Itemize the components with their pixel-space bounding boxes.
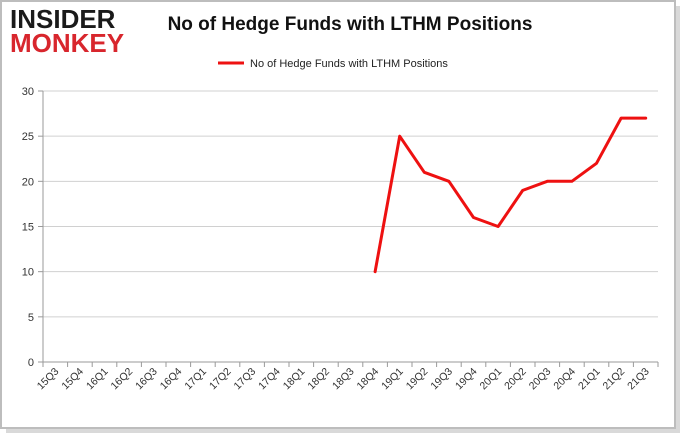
logo-line1: INSIDER — [10, 4, 116, 34]
x-tick-label-18Q3: 18Q3 — [330, 366, 357, 393]
x-tick-label-17Q4: 17Q4 — [256, 366, 283, 393]
frame-shadow-bottom — [6, 429, 680, 433]
frame-shadow-right — [676, 6, 680, 433]
x-tick-label-20Q4: 20Q4 — [551, 366, 578, 393]
data-point-19Q3 — [447, 180, 451, 183]
x-tick-label-21Q1: 21Q1 — [576, 366, 603, 393]
x-tick-label-20Q3: 20Q3 — [527, 366, 554, 393]
data-point-20Q3 — [546, 180, 549, 183]
data-point-20Q4 — [570, 180, 574, 183]
x-tick-label-15Q4: 15Q4 — [59, 366, 86, 393]
x-tick-label-20Q1: 20Q1 — [478, 366, 505, 393]
x-tick-label-17Q3: 17Q3 — [232, 366, 259, 393]
y-tick-label-10: 10 — [22, 267, 34, 279]
x-tick-label-16Q3: 16Q3 — [133, 366, 160, 393]
data-point-18Q4 — [373, 270, 377, 273]
x-tick-label-16Q2: 16Q2 — [109, 366, 136, 393]
x-tick-label-17Q1: 17Q1 — [182, 366, 209, 393]
x-tick-label-19Q2: 19Q2 — [404, 366, 431, 393]
y-tick-label-0: 0 — [28, 357, 34, 369]
y-tick-label-30: 30 — [22, 86, 34, 98]
data-point-19Q4 — [472, 216, 475, 219]
x-tick-label-21Q2: 21Q2 — [601, 366, 628, 393]
x-tick-label-16Q4: 16Q4 — [158, 366, 185, 393]
x-tick-label-18Q1: 18Q1 — [281, 366, 308, 393]
x-tick-label-19Q1: 19Q1 — [379, 366, 406, 393]
logo-line2: MONKEY — [10, 28, 125, 58]
data-point-19Q1 — [398, 134, 401, 138]
x-tick-label-21Q3: 21Q3 — [625, 366, 652, 393]
x-tick-label-19Q4: 19Q4 — [453, 366, 480, 393]
x-tick-label-20Q2: 20Q2 — [502, 366, 529, 393]
data-point-21Q1 — [595, 162, 598, 165]
x-tick-label-15Q3: 15Q3 — [35, 366, 62, 393]
y-tick-label-25: 25 — [22, 131, 34, 143]
data-point-21Q3 — [644, 116, 647, 120]
x-tick-label-18Q4: 18Q4 — [355, 366, 382, 393]
chart-title: No of Hedge Funds with LTHM Positions — [167, 14, 533, 35]
x-tick-label-19Q3: 19Q3 — [428, 366, 455, 393]
data-point-21Q2 — [619, 116, 623, 120]
y-tick-label-20: 20 — [22, 176, 34, 188]
series-line-0 — [373, 116, 648, 274]
x-tick-label-18Q2: 18Q2 — [305, 366, 332, 393]
legend-label-0: No of Hedge Funds with LTHM Positions — [250, 58, 448, 70]
data-point-20Q2 — [521, 189, 524, 192]
x-tick-label-17Q2: 17Q2 — [207, 366, 234, 393]
y-tick-label-15: 15 — [22, 222, 34, 234]
data-point-19Q2 — [423, 171, 426, 174]
y-tick-label-5: 5 — [28, 312, 34, 324]
insider-monkey-logo: INSIDER MONKEY — [10, 6, 130, 56]
x-tick-label-16Q1: 16Q1 — [84, 366, 111, 393]
data-point-20Q1 — [496, 225, 500, 228]
